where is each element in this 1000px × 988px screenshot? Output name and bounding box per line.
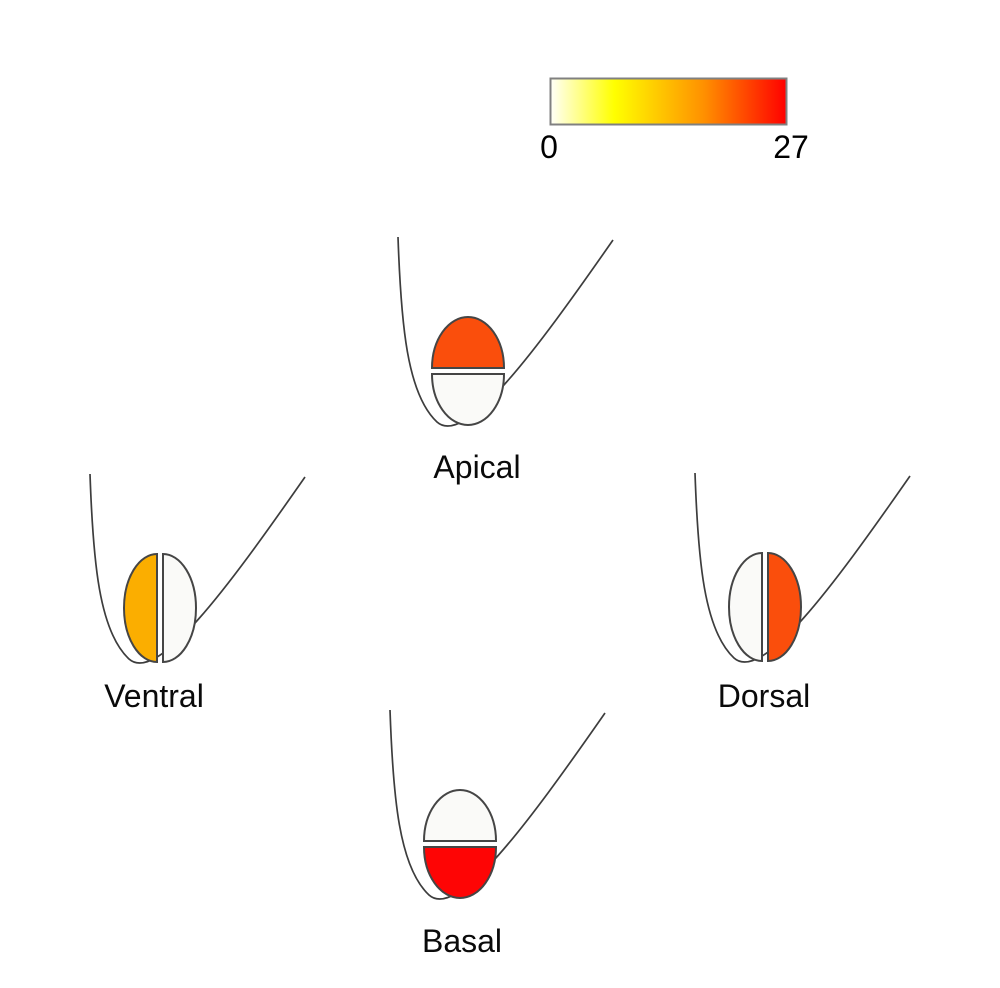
region-basal xyxy=(377,707,612,907)
apical-filled-half xyxy=(430,316,506,369)
region-label-ventral: Ventral xyxy=(104,678,204,714)
region-ventral xyxy=(77,471,312,671)
ventral-filled-half xyxy=(123,552,158,664)
region-label-dorsal: Dorsal xyxy=(717,678,811,714)
cup-outline xyxy=(694,472,911,663)
region-label-apical: Apical xyxy=(433,449,521,485)
cup-outline xyxy=(397,236,614,427)
cup-outline xyxy=(89,473,306,664)
ventral-empty-half xyxy=(162,552,197,664)
colorbar-gradient-bar xyxy=(549,77,788,126)
region-apical xyxy=(385,234,620,434)
colorbar xyxy=(549,77,788,126)
basal-filled-half xyxy=(422,846,498,899)
colorbar-max-label: 27 xyxy=(773,129,809,165)
dorsal-filled-half xyxy=(767,551,802,663)
basal-empty-half xyxy=(422,789,498,842)
region-label-basal: Basal xyxy=(421,923,503,959)
region-dorsal xyxy=(682,470,917,670)
colorbar-min-label: 0 xyxy=(540,129,558,165)
dorsal-empty-half xyxy=(728,551,763,663)
cup-outline xyxy=(389,709,606,900)
apical-empty-half xyxy=(430,373,506,426)
